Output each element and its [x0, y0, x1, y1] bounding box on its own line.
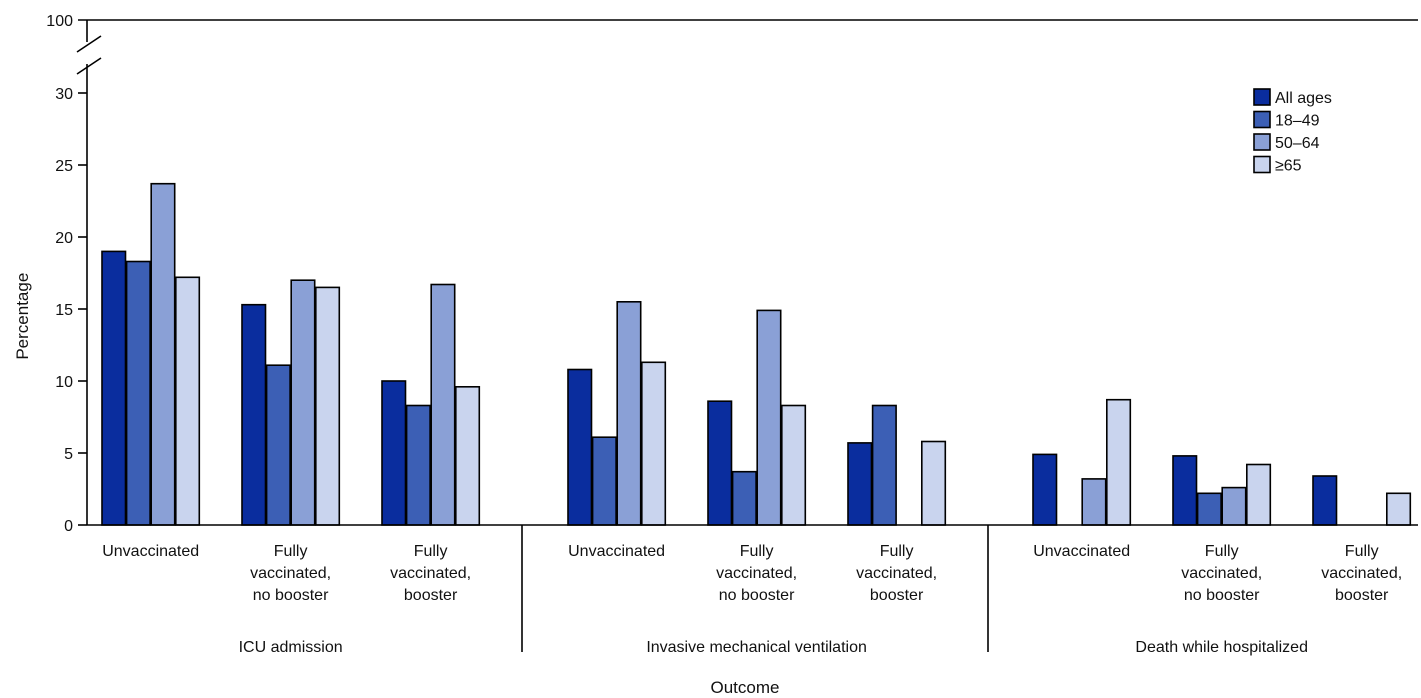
bar-4-9: [1386, 492, 1412, 526]
bar-4-5: [780, 404, 807, 526]
bar-3-7: [1081, 478, 1107, 526]
category-label-3-1: Unvaccinated: [1033, 543, 1130, 560]
bar-1-5: [707, 400, 733, 526]
bar-3-3: [430, 283, 456, 526]
bar-4-2: [314, 286, 341, 526]
legend-label-1: All ages: [1275, 90, 1332, 107]
labels-layer: 100 0 5 10 15 20 25 30 Unvaccinated Fully vaccinat…: [13, 13, 1402, 697]
category-label-1-1: Unvaccinated: [102, 543, 199, 560]
bar-4-6: [920, 440, 947, 526]
category-label-3-3: Fully vaccinated, booster: [1321, 543, 1402, 604]
legend-swatch-4: [1253, 155, 1271, 174]
bar-4-1: [175, 276, 201, 526]
legend-swatch-1: [1253, 88, 1271, 106]
legend-label-4: ≥65: [1275, 158, 1302, 175]
category-label-1-3: Fully vaccinated, booster: [390, 543, 471, 604]
bar-2-4: [591, 436, 617, 526]
axes-layer: [76, 19, 1418, 652]
y-tick-label-20: 20: [55, 230, 73, 247]
bar-2-5: [731, 470, 757, 526]
bar-1-6: [847, 442, 873, 526]
category-label-2-2: Fully vaccinated, no booster: [716, 543, 797, 604]
category-label-3-2: Fully vaccinated, no booster: [1181, 543, 1262, 604]
category-label-2-1: Unvaccinated: [568, 543, 665, 560]
y-axis-break-mark-upper: [76, 35, 102, 53]
bar-2-6: [871, 404, 897, 526]
bar-3-8: [1221, 486, 1247, 526]
y-axis-title: Percentage: [13, 273, 32, 360]
y-tick-label-30: 30: [55, 86, 73, 103]
bar-1-2: [241, 303, 267, 526]
group-label-2: Invasive mechanical ventilation: [646, 639, 867, 656]
category-label-2-3: Fully vaccinated, booster: [856, 543, 937, 604]
y-tick-label-15: 15: [55, 302, 73, 319]
bar-1-4: [567, 368, 593, 526]
bar-3-4: [616, 300, 642, 526]
y-tick-label-0: 0: [64, 518, 73, 535]
legend: All ages 18–49 50–64 ≥65: [1253, 88, 1332, 175]
bar-4-4: [640, 361, 667, 526]
y-tick-label-10: 10: [55, 374, 73, 391]
legend-label-2: 18–49: [1275, 113, 1320, 130]
legend-swatch-2: [1253, 110, 1271, 129]
group-label-3: Death while hospitalized: [1135, 639, 1308, 656]
bar-3-2: [290, 279, 316, 526]
legend-swatch-3: [1253, 133, 1271, 151]
bar-4-3: [454, 385, 481, 526]
bar-3-1: [150, 182, 176, 526]
x-axis-title: Outcome: [711, 678, 780, 697]
bars-layer: [101, 182, 1412, 526]
y-tick-label-25: 25: [55, 158, 73, 175]
bar-1-7: [1032, 453, 1058, 526]
bar-4-8: [1246, 463, 1272, 526]
group-label-1: ICU admission: [239, 639, 343, 656]
y-tick-label-100: 100: [46, 13, 73, 30]
legend-label-3: 50–64: [1275, 135, 1320, 152]
bar-1-8: [1172, 455, 1198, 526]
category-label-1-2: Fully vaccinated, no booster: [250, 543, 331, 604]
bar-2-8: [1196, 492, 1222, 526]
bar-2-3: [405, 404, 431, 526]
bar-1-9: [1312, 475, 1338, 526]
bar-1-1: [101, 250, 127, 526]
bar-4-7: [1106, 398, 1132, 526]
bar-1-3: [381, 380, 407, 526]
y-tick-label-5: 5: [64, 446, 73, 463]
y-axis-break-mark-lower: [76, 57, 102, 75]
bar-3-5: [756, 309, 782, 526]
bar-2-1: [125, 260, 151, 526]
bar-2-2: [265, 364, 291, 526]
